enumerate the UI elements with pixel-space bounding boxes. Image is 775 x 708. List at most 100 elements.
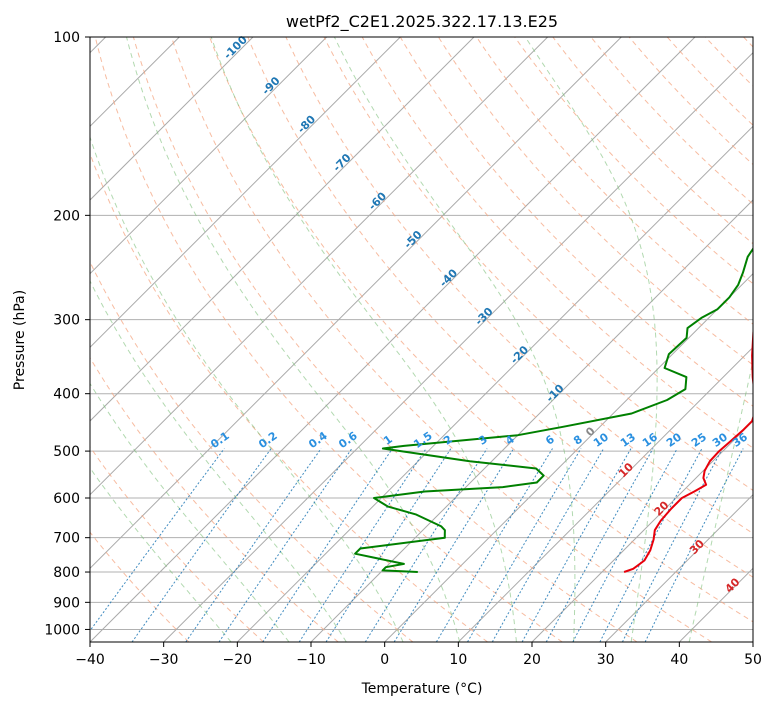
- dry-adiabat-label: -80: [295, 113, 318, 136]
- x-tick-label: −20: [223, 652, 253, 668]
- dry-adiabat: [209, 37, 753, 623]
- mixing-ratio-label: 36: [730, 430, 750, 450]
- dry-adiabat-label: 40: [723, 575, 743, 595]
- isotherm-line: [310, 199, 753, 642]
- chart-title: wetPf2_C2E1.2025.322.17.13.E25: [286, 12, 558, 32]
- y-axis-title: Pressure (hPa): [12, 290, 28, 390]
- isotherm-line: [605, 493, 753, 642]
- dry-adiabat-label: -30: [472, 305, 495, 328]
- dry-adiabat: [90, 260, 414, 642]
- mixing-ratio-line: [491, 448, 605, 642]
- dry-adiabat: [90, 356, 339, 642]
- dry-adiabat: [552, 37, 753, 245]
- dry-adiabat-label: -60: [366, 189, 389, 212]
- dry-adiabat: [90, 152, 488, 642]
- plot-frame: [89, 36, 754, 643]
- dry-adiabat: [323, 37, 753, 491]
- mixing-ratio-label: 13: [618, 430, 638, 449]
- mixing-ratio-line: [572, 448, 678, 642]
- dry-adiabat: [437, 37, 753, 366]
- isotherm-line: [90, 37, 254, 201]
- dry-adiabat: [171, 37, 712, 642]
- plot-area: [90, 37, 753, 642]
- x-tick-label: 0: [380, 652, 389, 668]
- moist-adiabat: [333, 37, 576, 642]
- temperature-line: [623, 327, 753, 573]
- dewpoint-line: [354, 247, 753, 573]
- mixing-ratio-line: [131, 448, 272, 642]
- mixing-ratio-label: 0.1: [208, 429, 231, 451]
- y-tick-label: 400: [53, 387, 80, 403]
- moist-adiabat: [524, 37, 658, 642]
- isotherm-line: [752, 641, 753, 642]
- x-tick-label: −30: [149, 652, 179, 668]
- dry-adiabat: [666, 37, 753, 126]
- dry-adiabat: [361, 37, 753, 449]
- x-tick-label: 10: [449, 652, 467, 668]
- x-tick-label: 50: [744, 652, 762, 668]
- isotherm-line: [90, 37, 622, 570]
- dry-adiabat: [476, 37, 753, 325]
- mixing-ratio-label: 3: [476, 433, 490, 448]
- dry-adiabat: [94, 37, 563, 642]
- moist-adiabat: [90, 135, 404, 642]
- dry-adiabat-label: -50: [401, 228, 424, 251]
- x-tick-label: 30: [597, 652, 615, 668]
- isotherm-line: [90, 37, 696, 642]
- dry-adiabat: [399, 37, 753, 407]
- mixing-ratio-line: [185, 448, 322, 642]
- y-tick-label: 700: [53, 531, 80, 547]
- x-tick-label: −40: [75, 652, 105, 668]
- x-tick-label: 20: [523, 652, 541, 668]
- dry-adiabat: [514, 37, 753, 285]
- y-tick-label: 800: [53, 565, 80, 581]
- mixing-ratio-label: 1: [381, 433, 395, 448]
- dry-adiabat-label: -10: [543, 382, 566, 405]
- y-tick-label: 900: [53, 595, 80, 611]
- x-tick-label: −10: [296, 652, 326, 668]
- mixing-ratio-label: 0.4: [306, 429, 330, 451]
- x-axis-title: Temperature (°C): [361, 681, 483, 697]
- mixing-ratio-line: [545, 448, 654, 642]
- dry-adiabat-label: -70: [330, 151, 353, 174]
- mixing-ratio-label: 0.6: [336, 429, 360, 451]
- moist-adiabat: [126, 37, 461, 642]
- isotherm-line: [236, 125, 753, 642]
- mixing-ratio-line: [262, 448, 393, 642]
- mixing-ratio-label: 6: [543, 432, 557, 447]
- isotherm-line: [90, 37, 549, 496]
- y-tick-label: 300: [53, 313, 80, 329]
- mixing-ratio-line: [298, 448, 427, 642]
- y-tick-label: 600: [53, 491, 80, 507]
- dry-adiabat: [90, 446, 264, 642]
- mixing-ratio-line: [393, 448, 515, 642]
- mixing-ratio-label: 2: [441, 433, 455, 448]
- y-tick-label: 200: [53, 208, 80, 224]
- dry-adiabat-label: -90: [259, 74, 282, 97]
- y-tick-label: 1000: [44, 622, 80, 638]
- mixing-ratio-line: [435, 448, 553, 642]
- mixing-ratio-line: [218, 448, 353, 642]
- isotherm-line: [457, 346, 753, 642]
- isotherm-line: [384, 272, 753, 642]
- isotherm-line: [163, 51, 753, 642]
- isotherm-line: [531, 420, 753, 642]
- y-tick-label: 100: [53, 30, 80, 46]
- moist-adiabat: [90, 467, 232, 642]
- dry-adiabat-label: 30: [687, 537, 707, 557]
- mixing-ratio-line: [467, 448, 582, 642]
- dry-adiabat: [90, 531, 190, 642]
- dry-adiabat: [743, 37, 753, 48]
- moist-adiabat: [210, 37, 517, 642]
- mixing-ratio-line: [364, 448, 488, 642]
- mixing-ratio-line: [90, 448, 225, 632]
- x-tick-label: 40: [670, 652, 688, 668]
- dry-adiabat: [590, 37, 753, 205]
- y-tick-label: 500: [53, 444, 80, 460]
- mixing-ratio-label: 8: [571, 433, 585, 448]
- dry-adiabat: [132, 37, 638, 642]
- mixing-ratio-line: [644, 448, 744, 642]
- dry-adiabat-label: 20: [652, 498, 672, 518]
- isotherm-line: [90, 37, 401, 349]
